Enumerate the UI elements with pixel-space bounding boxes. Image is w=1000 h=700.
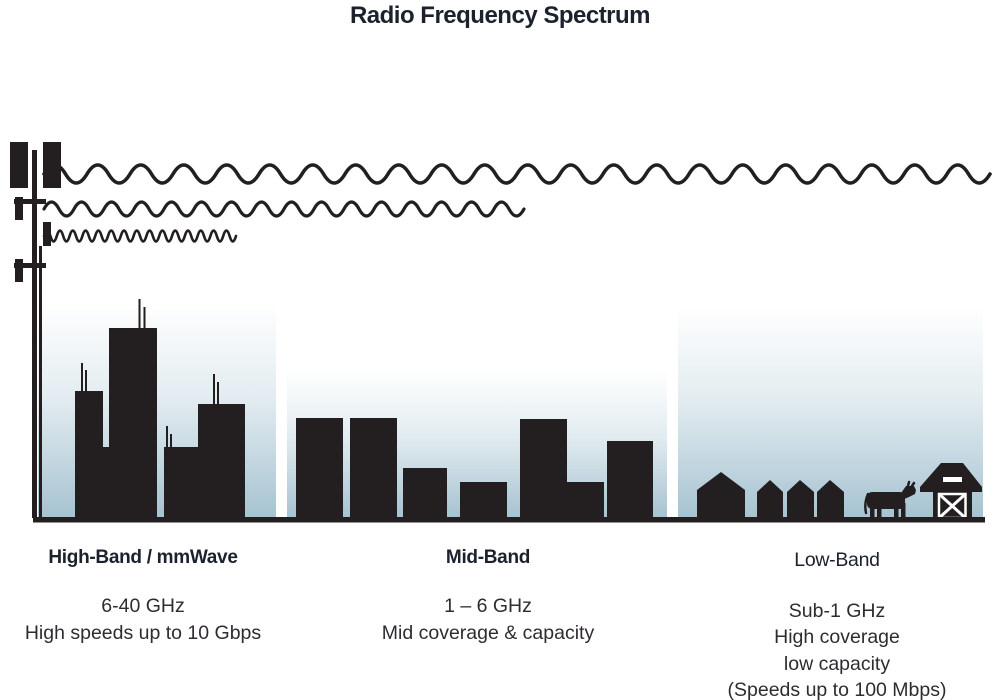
- radio-waves: [42, 163, 992, 243]
- tower-panel-mid-right: [43, 222, 51, 246]
- mid-band-frequency: 1 – 6 GHz: [444, 595, 532, 617]
- skyscraper-antenna: [170, 434, 172, 449]
- barn-door-crossbuck: [937, 492, 967, 520]
- low-band-coverage: High coverage: [774, 626, 900, 648]
- cow-horn: [906, 480, 911, 488]
- tower-mast: [32, 150, 37, 518]
- low-band-heading: Low-Band: [794, 549, 880, 571]
- cow-leg: [901, 503, 906, 518]
- skyscraper-antenna: [213, 374, 215, 406]
- skyscraper-antenna: [166, 426, 168, 449]
- ground-line: [33, 517, 985, 523]
- low-band-frequency: Sub-1 GHz: [788, 599, 886, 622]
- skyscraper-antenna: [81, 363, 83, 393]
- low-band-label: Low-Band Sub-1 GHz High coverage low cap…: [687, 547, 987, 700]
- skyscraper: [109, 328, 157, 518]
- high-band-frequency: 6-40 GHz: [101, 595, 185, 617]
- mid-band-label: Mid-Band 1 – 6 GHz Mid coverage & capaci…: [348, 547, 628, 646]
- cow-leg: [894, 503, 899, 518]
- skyscraper: [164, 447, 198, 518]
- tower-panel-top-left: [10, 142, 28, 188]
- mid-building: [567, 482, 604, 518]
- mid-rise-buildings: [296, 418, 653, 518]
- low-band-capacity: low capacity: [783, 652, 891, 675]
- tower-crossbar-lower: [14, 263, 46, 268]
- house-icon: [757, 480, 783, 518]
- skyscraper: [75, 391, 103, 518]
- cow-horn: [910, 481, 916, 488]
- tower-panel-low-left: [15, 259, 23, 282]
- skyscraper-antenna: [85, 370, 87, 393]
- mid-building: [296, 418, 343, 518]
- skyscraper: [198, 404, 245, 518]
- skyscraper-antenna: [138, 299, 141, 330]
- mid-building: [350, 418, 397, 518]
- high-band-heading: High-Band / mmWave: [48, 547, 238, 568]
- house-icon: [787, 480, 814, 518]
- skyscraper-antenna: [217, 382, 219, 406]
- mid-band-coverage: Mid coverage & capacity: [381, 621, 595, 644]
- cow-head: [899, 486, 916, 500]
- cow-leg: [870, 503, 875, 518]
- house-icon: [697, 472, 745, 518]
- cell-tower-icon: [10, 142, 61, 518]
- high-band-label: High-Band / mmWave 6-40 GHz High speeds …: [15, 547, 271, 646]
- rural-scene: [697, 463, 982, 520]
- cow-icon: [864, 480, 916, 518]
- tower-mast-secondary: [39, 246, 42, 518]
- tower-crossbar-upper: [14, 199, 46, 204]
- high-band-speed: High speeds up to 10 Gbps: [24, 621, 262, 644]
- barn-loft-window: [943, 477, 962, 482]
- tower-panel-mid-left: [15, 197, 23, 220]
- skyscraper-skyline: [75, 299, 245, 518]
- cow-leg: [877, 503, 882, 518]
- mid-building: [607, 441, 653, 518]
- house-icon: [817, 480, 844, 518]
- barn-icon: [920, 463, 982, 520]
- mid-band-heading: Mid-Band: [445, 547, 531, 568]
- mid-building: [403, 468, 447, 518]
- skyscraper-antenna: [143, 307, 146, 330]
- mid-building: [460, 482, 507, 518]
- short-wavelength-wave-icon: [42, 229, 238, 243]
- long-wavelength-wave-icon: [42, 163, 992, 185]
- low-band-speed: (Speeds up to 100 Mbps): [727, 679, 947, 700]
- skyscraper-low-section: [103, 447, 110, 518]
- mid-building: [520, 419, 567, 518]
- medium-wavelength-wave-icon: [42, 200, 526, 218]
- tower-panel-top-right: [43, 142, 61, 188]
- page-title: Radio Frequency Spectrum: [349, 2, 651, 29]
